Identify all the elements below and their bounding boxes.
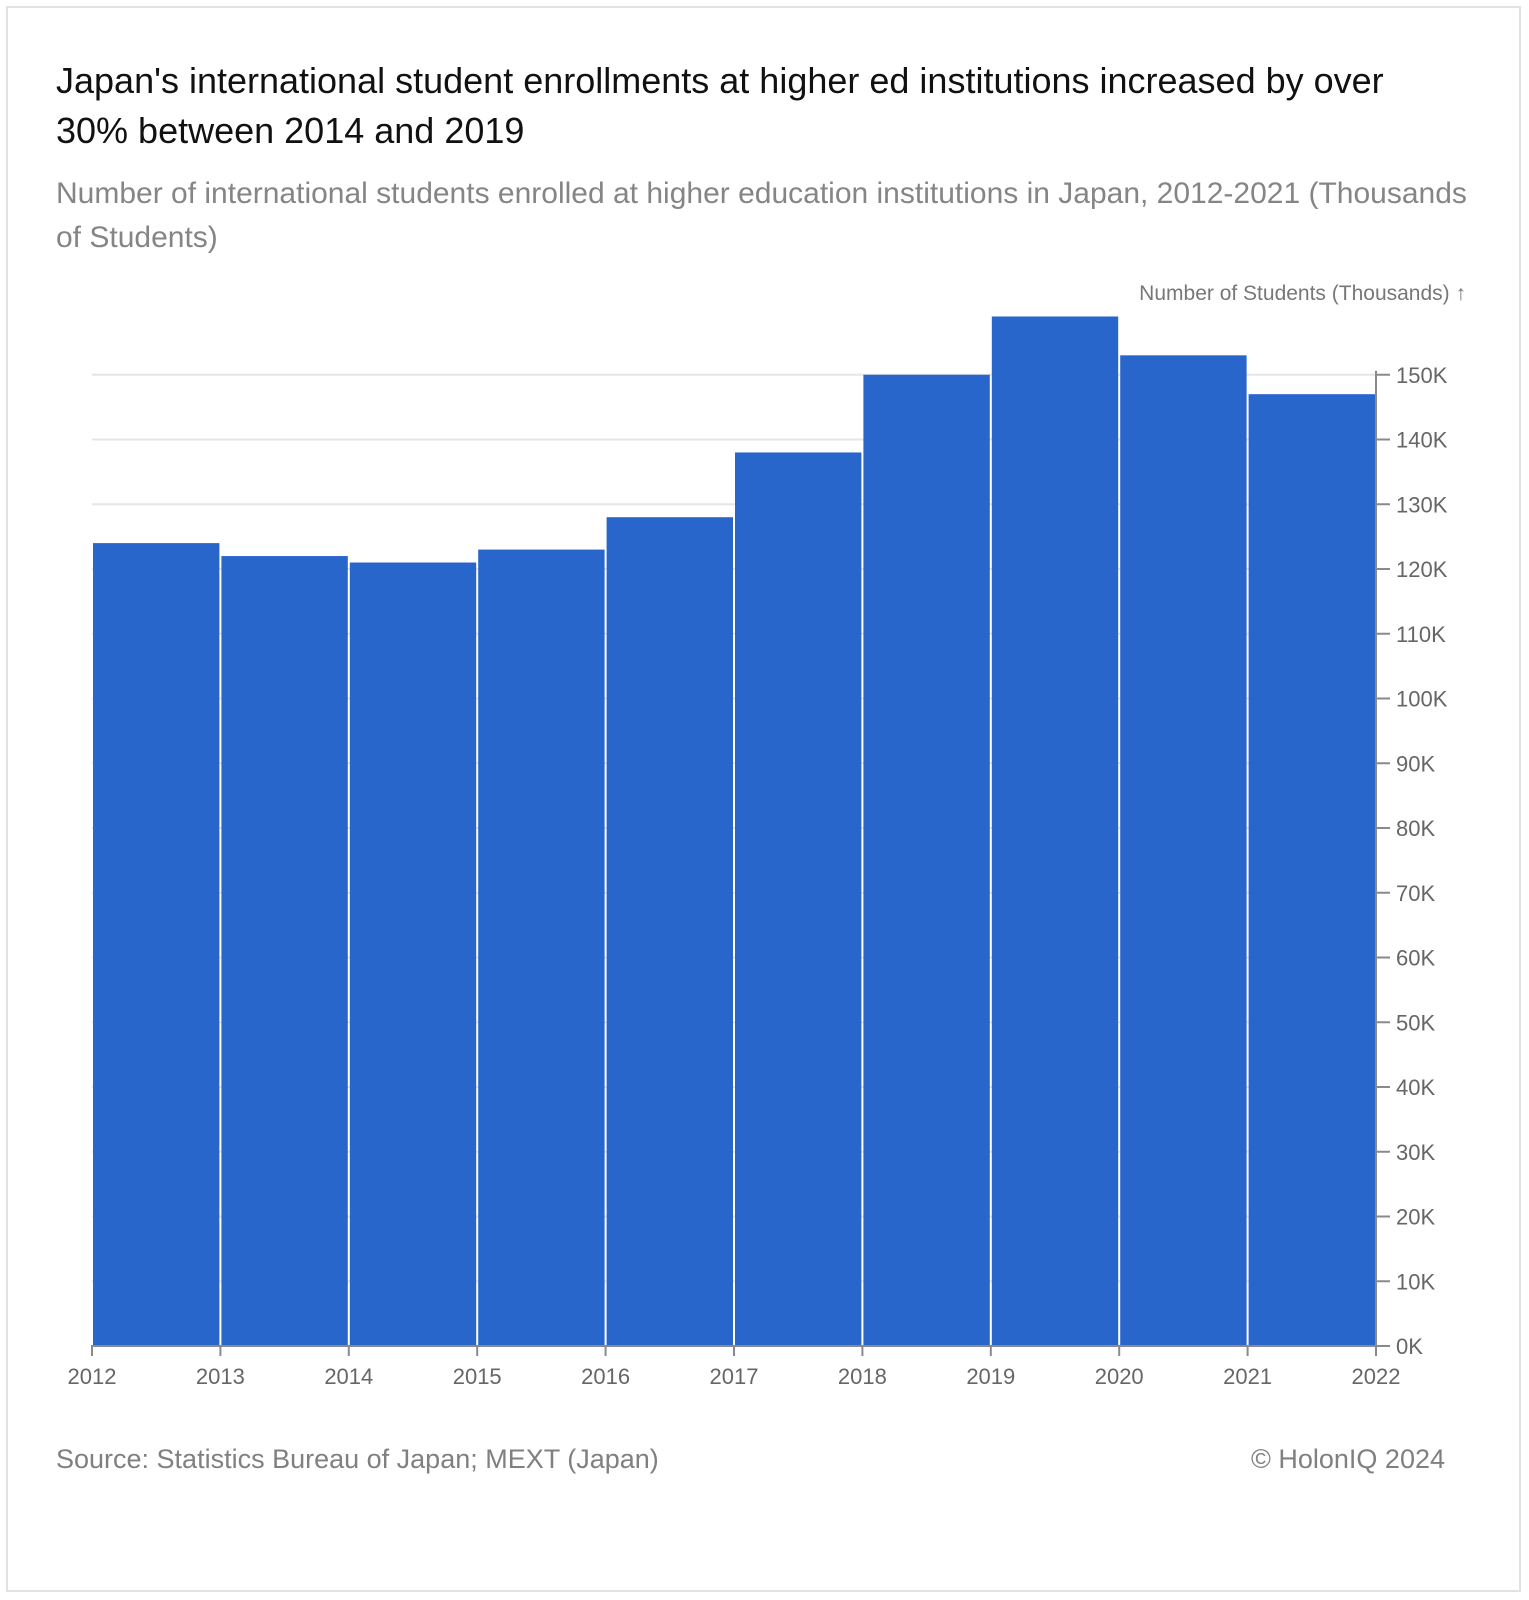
x-tick-label: 2015: [453, 1364, 502, 1389]
x-tick-label: 2021: [1223, 1364, 1272, 1389]
x-tick-label: 2014: [324, 1364, 373, 1389]
bar-2020: [1120, 355, 1247, 1346]
bar-2018: [863, 374, 990, 1346]
bar-2015: [478, 549, 605, 1346]
bar-2013: [221, 556, 348, 1346]
chart-subtitle: Number of international students enrolle…: [56, 177, 1467, 254]
y-tick-label: 0K: [1396, 1334, 1423, 1359]
y-tick-label: 90K: [1396, 751, 1435, 776]
y-tick-label: 130K: [1396, 492, 1448, 517]
x-tick-label: 2019: [966, 1364, 1015, 1389]
y-tick-label: 70K: [1396, 881, 1435, 906]
x-tick-label: 2018: [838, 1364, 887, 1389]
bar-2016: [606, 517, 733, 1346]
x-tick-label: 2017: [710, 1364, 759, 1389]
bar-2019: [991, 316, 1119, 1347]
y-tick-label: 50K: [1396, 1010, 1435, 1035]
bars: [93, 316, 1375, 1347]
bar-2014: [349, 562, 477, 1346]
y-tick-label: 80K: [1396, 816, 1435, 841]
chart-title: Japan's international student enrollment…: [56, 60, 1384, 151]
x-tick-label: 2016: [581, 1364, 630, 1389]
bar-2017: [735, 452, 862, 1346]
bar-2021: [1248, 394, 1375, 1346]
y-axis-label: Number of Students (Thousands) ↑: [1139, 282, 1466, 305]
bar-2012: [93, 543, 220, 1346]
y-tick-label: 60K: [1396, 946, 1435, 971]
y-tick-label: 20K: [1396, 1205, 1435, 1230]
copyright-note: © HolonIQ 2024: [1250, 1444, 1445, 1474]
y-tick-label: 100K: [1396, 687, 1448, 712]
y-tick-label: 150K: [1396, 363, 1448, 388]
y-tick-label: 40K: [1396, 1075, 1435, 1100]
x-tick-label: 2020: [1095, 1364, 1144, 1389]
source-note: Source: Statistics Bureau of Japan; MEXT…: [56, 1444, 659, 1474]
x-axis: 2012 2013 2014 2015 2016 2017 2018 2019 2020 2021…: [68, 1345, 1401, 1389]
y-tick-label: 110K: [1396, 622, 1446, 647]
x-tick-label: 2013: [196, 1364, 245, 1389]
x-tick-label: 2022: [1352, 1364, 1401, 1389]
y-tick-label: 140K: [1396, 428, 1448, 453]
y-axis: 0K 10K 20K 30K 40K 50K 60K 70K 80K 90K 100K 110K 120…: [1375, 363, 1448, 1359]
bar-chart: 2012 2013 2014 2015 2016 2017 2018 2019 2020 2021…: [68, 282, 1466, 1389]
y-tick-label: 120K: [1396, 557, 1448, 582]
y-tick-label: 10K: [1396, 1269, 1435, 1294]
x-tick-label: 2012: [68, 1364, 117, 1389]
y-tick-label: 30K: [1396, 1140, 1435, 1165]
